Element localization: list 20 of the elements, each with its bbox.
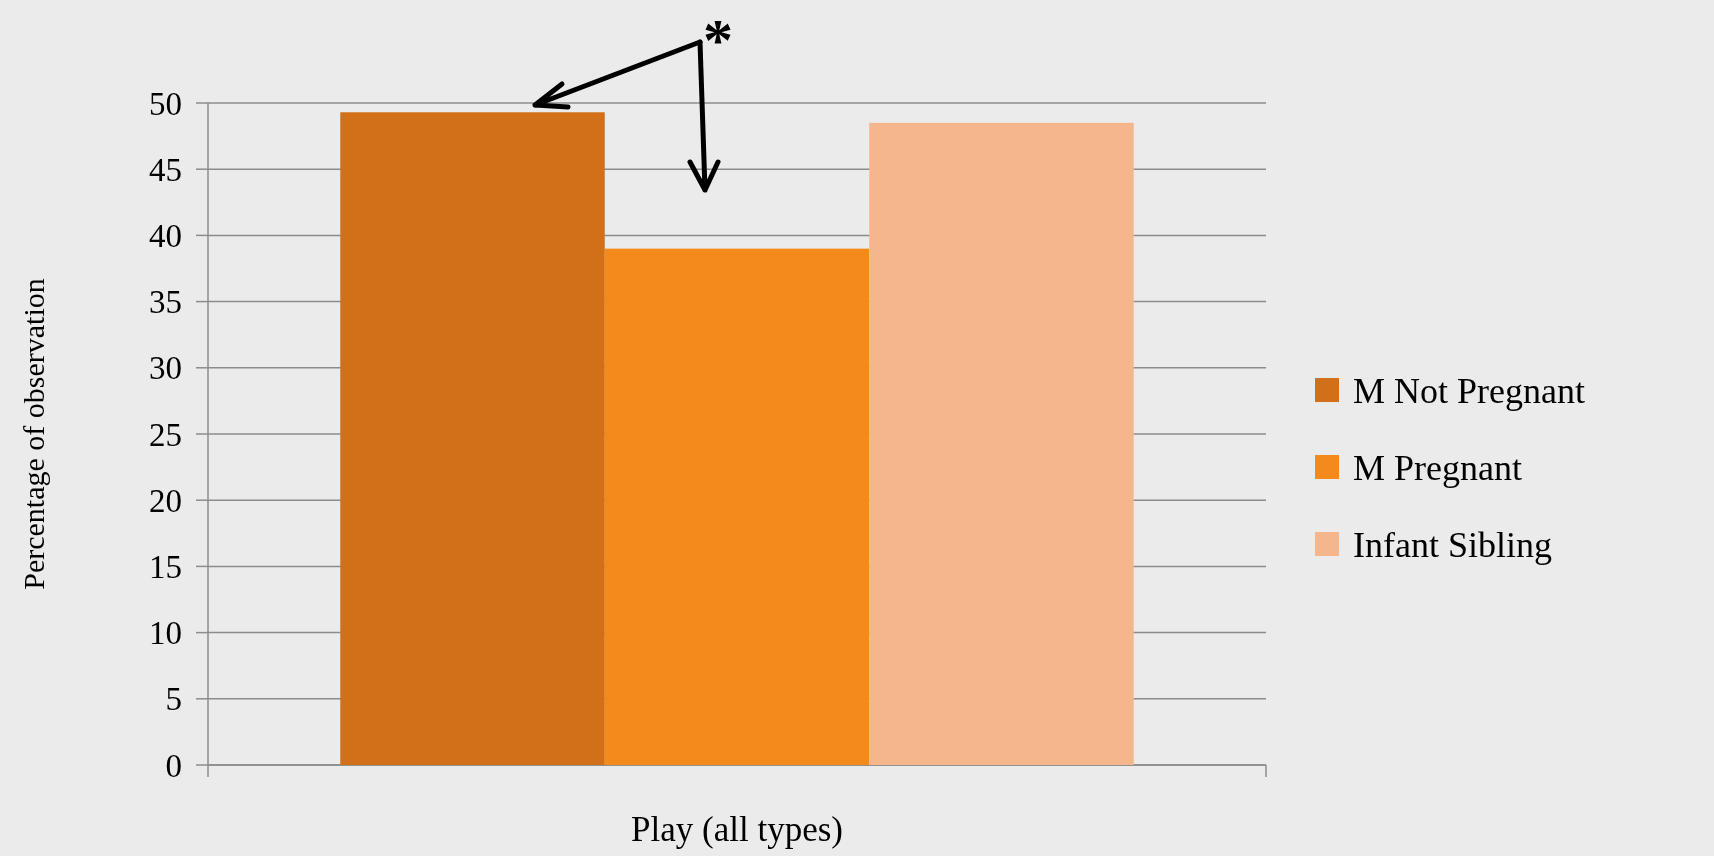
y-tick-label: 20 [149, 482, 182, 519]
legend-label: Infant Sibling [1353, 524, 1552, 565]
y-tick-label: 5 [165, 681, 182, 718]
bar [869, 122, 1134, 765]
legend-label: M Not Pregnant [1353, 370, 1585, 411]
x-tick-label: Play (all types) [631, 810, 843, 849]
y-tick-label: 40 [149, 217, 182, 254]
y-tick-label: 15 [149, 548, 182, 585]
y-tick-label: 30 [149, 350, 182, 387]
y-tick-label: 10 [149, 615, 182, 652]
y-tick-label: 0 [165, 747, 182, 784]
y-tick-label: 50 [149, 85, 182, 122]
y-tick-label: 25 [149, 416, 182, 453]
bar [604, 248, 870, 765]
text: * [703, 7, 733, 73]
y-axis-title: Percentage of observation [17, 278, 50, 590]
bar [340, 112, 605, 765]
y-tick-label: 45 [149, 151, 182, 188]
y-tick-label: 35 [149, 284, 182, 321]
legend-label: M Pregnant [1353, 447, 1522, 488]
